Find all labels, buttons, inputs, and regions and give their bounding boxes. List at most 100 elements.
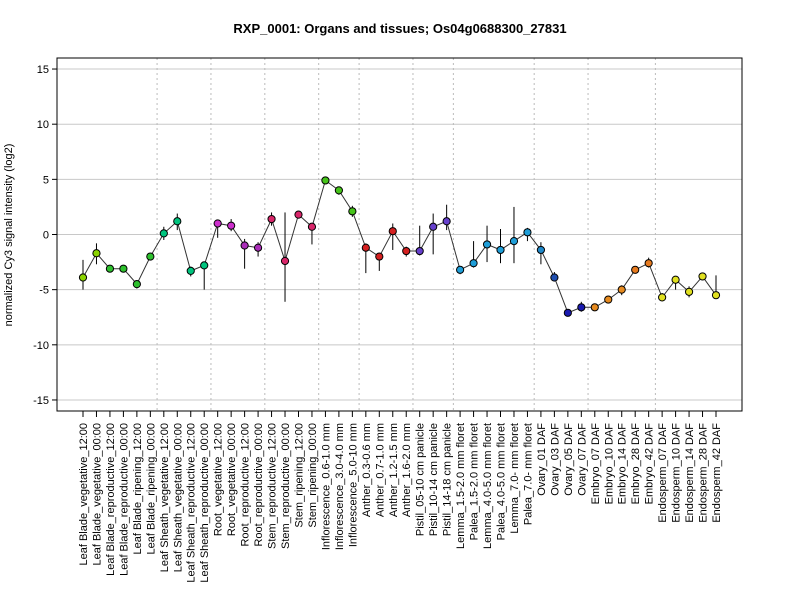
x-tick-label: Palea_1.5-2.0 mm floret (469, 423, 481, 540)
data-point (671, 275, 680, 284)
data-point (536, 245, 546, 255)
y-tick-label: -5 (39, 285, 49, 297)
x-tick-label: Endosperm_42 DAF (711, 423, 723, 523)
x-tick-label: Root_reproductive_00:00 (253, 423, 265, 547)
data-point (173, 217, 182, 226)
data-point (307, 222, 317, 231)
x-tick-label: Leaf Blade_ripening_12:00 (132, 423, 144, 555)
data-point (334, 186, 343, 195)
grid (57, 68, 742, 401)
data-point (550, 273, 559, 282)
x-tick-label: Leaf Sheath_reproductive_00:00 (199, 423, 211, 583)
x-tick-label: Ovary_05 DAF (563, 423, 575, 496)
data-point (253, 243, 263, 252)
x-tick-label: Anther_1.2-1.5 mm (388, 423, 400, 517)
data-point (388, 227, 397, 236)
data-point (375, 252, 384, 261)
data-point (429, 222, 438, 231)
data-point (604, 295, 613, 304)
data-point (577, 303, 586, 312)
data-point (456, 265, 465, 274)
data-point (294, 210, 303, 219)
x-tick-label: Root_vegetative_12:00 (213, 423, 225, 536)
data-point (442, 217, 451, 226)
y-tick-label: 0 (43, 230, 49, 242)
x-tick-label: Leaf Blade_reproductive_12:00 (105, 423, 117, 576)
x-tick-label: Ovary_01 DAF (536, 423, 548, 496)
x-tick-label: Embryo_14 DAF (617, 423, 629, 505)
x-tick-label: Lemma_1.5-2.0 mm floret (455, 423, 467, 549)
data-point (146, 252, 155, 261)
y-tick-label: 10 (37, 119, 49, 131)
y-tick-label: 5 (43, 174, 49, 186)
y-tick-label: -15 (33, 395, 49, 407)
y-tick-label: -10 (33, 340, 49, 352)
data-point (415, 246, 424, 256)
x-tick-label: Root_reproductive_12:00 (240, 423, 252, 547)
x-tick-label: Endosperm_10 DAF (671, 423, 683, 523)
data-point (658, 293, 667, 302)
x-tick-label: Leaf Blade_vegetative_00:00 (91, 423, 103, 566)
x-axis: Leaf Blade_vegetative_12:00 Leaf Blade_ve… (78, 411, 723, 583)
x-tick-label: Embryo_42 DAF (644, 423, 656, 505)
data-point (617, 285, 626, 294)
x-tick-label: Leaf Blade_reproductive_00:00 (118, 423, 130, 576)
x-tick-label: Leaf Sheath_vegetative_00:00 (172, 423, 184, 572)
x-tick-label: Lemma_7.0- mm floret (509, 423, 521, 534)
data-point (227, 221, 236, 230)
data-point (348, 207, 357, 216)
data-point (509, 237, 519, 246)
data-point (186, 266, 195, 276)
data-point (159, 229, 168, 238)
x-tick-label: Anther_0.3-0.6 mm (361, 423, 373, 517)
data-point (590, 303, 599, 312)
data-point (684, 287, 694, 296)
x-tick-label: Inflorescence_3.0-4.0 mm (334, 423, 346, 550)
x-tick-label: Embryo_10 DAF (603, 423, 615, 505)
data-points (78, 176, 721, 317)
x-tick-label: Pistil_14-18 cm panicle (442, 423, 454, 536)
data-point (563, 308, 572, 317)
x-tick-label: Lemma_4.0-5.0 mm floret (482, 423, 494, 549)
x-tick-label: Ovary_03 DAF (549, 423, 561, 496)
data-point (631, 265, 640, 274)
data-point (496, 245, 505, 255)
error-bars (82, 178, 717, 316)
data-point (711, 291, 721, 300)
x-tick-label: Stem_ripening_00:00 (307, 423, 319, 528)
x-tick-label: Stem_reproductive_12:00 (267, 423, 279, 549)
x-tick-label: Inflorescence_0.6-1.0 mm (320, 423, 332, 550)
x-tick-label: Leaf Blade_vegetative_12:00 (78, 423, 90, 566)
x-tick-label: Endosperm_28 DAF (698, 423, 710, 523)
x-tick-label: Pistil_10-14 cm panicle (428, 423, 440, 536)
data-point (469, 259, 478, 268)
x-tick-label: Leaf Sheath_reproductive_12:00 (186, 423, 198, 583)
y-tick-label: 15 (37, 64, 49, 76)
data-point (240, 241, 249, 250)
data-point (132, 280, 141, 289)
x-tick-label: Endosperm_07 DAF (657, 423, 669, 523)
data-point (280, 256, 290, 266)
x-tick-label: Anther_0.7-1.0 mm (374, 423, 386, 517)
y-axis: -15 -10 -5 0 5 10 15 (33, 64, 57, 407)
y-axis-label: normalized Cy3 signal intensity (log2) (3, 144, 15, 327)
x-tick-label: Palea_7.0- mm floret (522, 423, 534, 525)
x-tick-label: Stem_reproductive_00:00 (280, 423, 292, 549)
data-point (644, 259, 653, 268)
x-tick-label: Endosperm_14 DAF (684, 423, 696, 523)
data-point (105, 264, 115, 273)
data-point (78, 273, 88, 282)
x-tick-label: Ovary_07 DAF (576, 423, 588, 496)
data-point (92, 249, 101, 258)
x-tick-label: Stem_ripening_12:00 (293, 423, 305, 528)
x-tick-label: Leaf Sheath_vegetative_12:00 (159, 423, 171, 572)
x-tick-label: Pistil_05-10 cm panicle (415, 423, 427, 536)
x-tick-label: Inflorescence_5.0-10 mm (347, 423, 359, 547)
x-tick-label: Embryo_07 DAF (590, 423, 602, 505)
data-point (482, 240, 492, 249)
x-tick-label: Palea_4.0-5.0 mm floret (496, 423, 508, 540)
data-point (698, 272, 707, 281)
data-point (523, 228, 532, 237)
x-tick-label: Anther_1.6-2.0 mm (401, 423, 413, 517)
